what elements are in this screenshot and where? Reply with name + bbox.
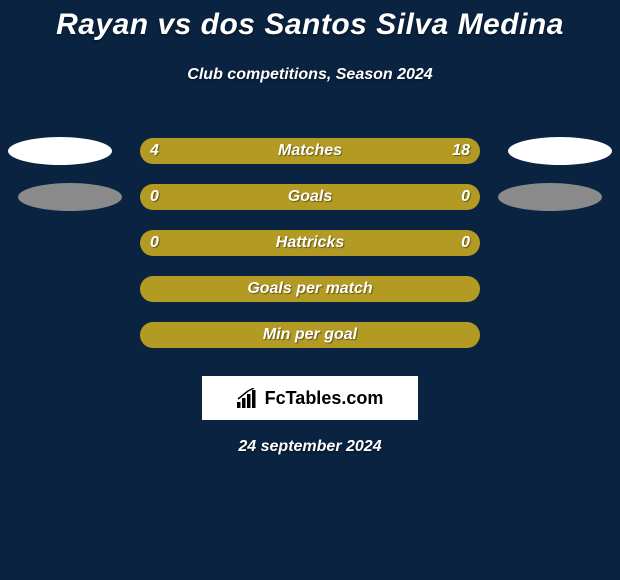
brand-text: FcTables.com (265, 388, 384, 409)
stat-value-right: 0 (461, 188, 470, 206)
subtitle: Club competitions, Season 2024 (0, 66, 620, 84)
stat-label: Goals (288, 188, 332, 206)
brand-box[interactable]: FcTables.com (202, 376, 418, 420)
stat-row: Goals per match (0, 266, 620, 312)
stat-row: 0 Goals 0 (0, 174, 620, 220)
stat-bar: 0 Hattricks 0 (140, 230, 480, 256)
chart-icon (237, 388, 259, 408)
stat-value-left: 0 (150, 234, 159, 252)
stat-bar: 0 Goals 0 (140, 184, 480, 210)
stat-row: 4 Matches 18 (0, 128, 620, 174)
stat-bar: Min per goal (140, 322, 480, 348)
stat-row: 0 Hattricks 0 (0, 220, 620, 266)
date-text: 24 september 2024 (0, 438, 620, 456)
team-right-marker (498, 183, 602, 211)
team-right-marker (508, 137, 612, 165)
stat-value-left: 4 (150, 142, 159, 160)
stat-label: Min per goal (263, 326, 357, 344)
stats-rows: 4 Matches 18 0 Goals 0 0 Hattricks 0 (0, 128, 620, 358)
stat-row: Min per goal (0, 312, 620, 358)
stat-bar: Goals per match (140, 276, 480, 302)
stat-label: Goals per match (247, 280, 372, 298)
stat-label: Hattricks (276, 234, 344, 252)
stat-bar: 4 Matches 18 (140, 138, 480, 164)
stat-value-right: 0 (461, 234, 470, 252)
team-left-marker (8, 137, 112, 165)
page-title: Rayan vs dos Santos Silva Medina (0, 0, 620, 42)
stat-value-right: 18 (452, 142, 470, 160)
team-left-marker (18, 183, 122, 211)
stat-value-left: 0 (150, 188, 159, 206)
stat-label: Matches (278, 142, 342, 160)
